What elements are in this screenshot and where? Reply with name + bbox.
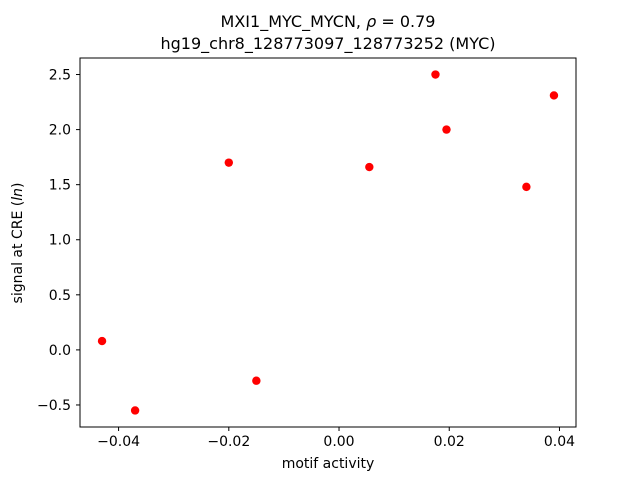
data-point <box>522 182 531 192</box>
y-tick-label: 0.5 <box>49 288 71 304</box>
data-point <box>224 158 233 167</box>
data-point <box>549 91 559 100</box>
x-axis-label: motif activity <box>282 456 375 472</box>
x-tick-label: 0.02 <box>434 434 465 450</box>
x-tick-label: 0.00 <box>323 434 354 450</box>
chart-title-prefix: MXI1_MYC_MYCN, <box>221 12 367 32</box>
x-tick-label: 0.04 <box>544 434 575 450</box>
data-point <box>365 162 374 172</box>
chart-title-line2: hg19_chr8_128773097_128773252 (MYC) <box>160 34 495 54</box>
y-tick-label: −0.5 <box>37 398 71 414</box>
data-point <box>97 336 107 346</box>
data-point <box>252 376 261 385</box>
chart-title-rho: ρ <box>366 12 376 31</box>
x-tick-label: −0.04 <box>97 434 140 450</box>
data-point <box>431 70 440 79</box>
chart-title-suffix: = 0.79 <box>376 12 435 31</box>
y-tick-label: 1.0 <box>49 233 71 249</box>
y-tick-label: 1.5 <box>49 178 71 194</box>
y-axis-label-prefix: signal at CRE ( <box>10 201 26 304</box>
chart-title-line1: MXI1_MYC_MYCN, ρ = 0.79 <box>221 12 436 32</box>
y-axis-label-italic: ln <box>10 188 26 201</box>
data-points-layer <box>97 70 559 415</box>
y-axis-label-suffix: ) <box>10 183 26 188</box>
y-axis-label: signal at CRE (ln) <box>10 183 26 304</box>
axes-frame <box>79 57 577 428</box>
plot-area <box>80 58 576 427</box>
x-axis-ticks: −0.04 −0.02 0.00 0.02 0.04 <box>97 427 575 450</box>
x-tick-label: −0.02 <box>207 434 250 450</box>
y-tick-label: 2.0 <box>49 123 71 139</box>
y-axis-ticks: −0.5 0.0 0.5 1.0 1.5 2.0 2.5 <box>37 68 80 414</box>
data-point <box>442 125 451 134</box>
y-tick-label: 2.5 <box>49 68 71 84</box>
data-point <box>130 406 140 415</box>
y-tick-label: 0.0 <box>49 343 71 359</box>
